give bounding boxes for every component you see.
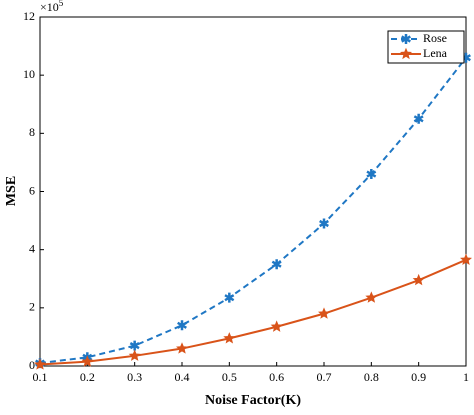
marker: [318, 307, 330, 319]
line: [39, 258, 467, 366]
x-tick-label: 0.2: [80, 370, 95, 384]
line: [39, 57, 467, 365]
x-tick-label: 0.7: [317, 370, 332, 384]
marker: [270, 320, 283, 332]
legend-label: Rose: [423, 31, 447, 45]
legend-box: [387, 30, 465, 64]
y-tick-label: 0: [29, 358, 35, 372]
marker: [366, 169, 377, 180]
marker: [129, 340, 140, 351]
marker: [224, 292, 235, 303]
x-tick-label: 0.6: [269, 370, 284, 384]
marker: [128, 349, 141, 361]
marker: [223, 332, 236, 344]
marker: [365, 291, 378, 303]
marker: [460, 253, 472, 265]
y-tick-label: 4: [29, 241, 35, 255]
marker: [413, 113, 424, 124]
marker: [177, 320, 187, 331]
marker: [34, 358, 46, 370]
x-tick-label: 1: [463, 370, 469, 384]
marker: [81, 355, 94, 367]
y-tick-label: 10: [23, 67, 35, 81]
x-tick-label: 0.3: [127, 370, 142, 384]
y-tick-label: 8: [29, 125, 35, 139]
marker: [412, 273, 425, 286]
y-axis-label: MSE: [4, 176, 19, 206]
marker: [400, 47, 412, 60]
marker: [319, 218, 329, 229]
multiplier-exponent: 5: [59, 0, 64, 8]
marker: [271, 259, 282, 270]
marker: [176, 342, 188, 354]
x-tick-label: 0.9: [411, 370, 426, 384]
marker: [401, 34, 411, 44]
y-tick-label: 2: [29, 300, 35, 314]
y-tick-label: 12: [23, 9, 35, 23]
plot-frame: [39, 16, 467, 367]
y-tick-label: 6: [29, 183, 35, 197]
x-axis-label: Noise Factor(K): [205, 393, 301, 408]
x-tick-label: 0.1: [33, 370, 48, 384]
multiplier-base: ×10: [40, 0, 59, 14]
x-tick-label: 0.4: [175, 370, 190, 384]
x-tick-label: 0.5: [222, 370, 237, 384]
x-tick-label: 0.8: [364, 370, 379, 384]
y-multiplier: ×105: [40, 0, 64, 14]
legend-label: Lena: [423, 46, 448, 60]
